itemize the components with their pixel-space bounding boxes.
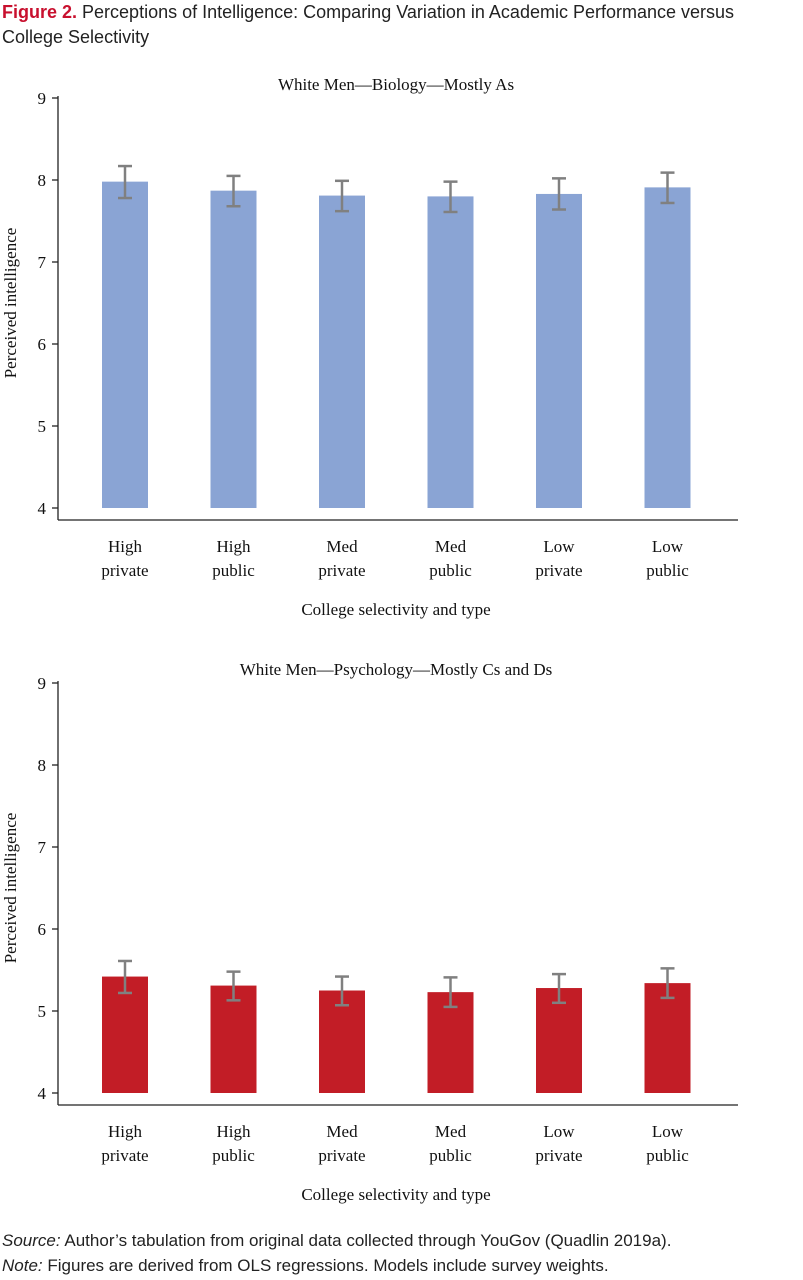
x-tick-label: High <box>217 537 252 556</box>
bar <box>536 988 582 1093</box>
x-tick-label: private <box>101 561 148 580</box>
x-tick-label: High <box>108 537 143 556</box>
bar <box>210 190 257 508</box>
y-tick-label: 9 <box>38 89 47 108</box>
x-tick-label: public <box>212 561 255 580</box>
y-tick-label: 5 <box>38 417 47 436</box>
x-tick-label: Med <box>435 537 467 556</box>
x-tick-label: public <box>212 1146 255 1165</box>
figure-title: Figure 2. Perceptions of Intelligence: C… <box>2 0 792 50</box>
x-tick-label: public <box>646 1146 689 1165</box>
bar <box>210 985 257 1093</box>
x-tick-label: private <box>318 561 365 580</box>
y-tick-label: 4 <box>38 1084 47 1103</box>
y-tick-label: 8 <box>38 171 47 190</box>
x-tick-label: Med <box>435 1122 467 1141</box>
y-tick-label: 6 <box>38 920 47 939</box>
y-tick-label: 4 <box>38 499 47 518</box>
bar <box>102 976 148 1093</box>
y-tick-label: 9 <box>38 674 47 693</box>
y-tick-label: 5 <box>38 1002 47 1021</box>
x-tick-label: private <box>318 1146 365 1165</box>
y-axis-label: Perceived intelligence <box>1 228 20 379</box>
x-tick-label: Low <box>543 537 575 556</box>
y-tick-label: 6 <box>38 335 47 354</box>
bar <box>427 992 474 1093</box>
y-tick-label: 7 <box>38 253 47 272</box>
x-tick-label: Low <box>652 537 684 556</box>
y-axis-label: Perceived intelligence <box>1 813 20 964</box>
figure-label: Figure 2. <box>2 2 78 22</box>
x-tick-label: public <box>646 561 689 580</box>
x-axis-label: College selectivity and type <box>301 600 490 619</box>
x-tick-label: public <box>429 561 472 580</box>
note-text: Figures are derived from OLS regressions… <box>47 1256 609 1275</box>
bar <box>102 181 148 508</box>
y-tick-label: 8 <box>38 756 47 775</box>
bar <box>536 193 582 508</box>
figure-title-text: Perceptions of Intelligence: Comparing V… <box>2 2 735 47</box>
x-tick-label: Low <box>543 1122 575 1141</box>
bar <box>319 195 365 508</box>
y-tick-label: 7 <box>38 838 47 857</box>
bar <box>644 187 691 508</box>
bar <box>644 983 691 1093</box>
x-tick-label: private <box>535 1146 582 1165</box>
chart-title: White Men—Psychology—Mostly Cs and Ds <box>240 660 553 679</box>
x-tick-label: public <box>429 1146 472 1165</box>
x-tick-label: Low <box>652 1122 684 1141</box>
x-tick-label: Med <box>326 537 358 556</box>
biology-bar-chart: White Men—Biology—Mostly As 4 5 6 7 8 9 Perceiv… <box>1 75 738 619</box>
note-line: Note: Figures are derived from OLS regre… <box>2 1253 802 1278</box>
x-tick-label: High <box>108 1122 143 1141</box>
chart-title: White Men—Biology—Mostly As <box>278 75 514 94</box>
note-label: Note: <box>2 1256 43 1275</box>
x-tick-label: private <box>101 1146 148 1165</box>
source-label: Source: <box>2 1231 61 1250</box>
figure-notes: Source: Author’s tabulation from origina… <box>2 1228 802 1278</box>
bar <box>319 990 365 1093</box>
bar <box>427 196 474 508</box>
source-line: Source: Author’s tabulation from origina… <box>2 1228 802 1253</box>
source-text: Author’s tabulation from original data c… <box>64 1231 672 1250</box>
x-tick-label: Med <box>326 1122 358 1141</box>
psychology-bar-chart: White Men—Psychology—Mostly Cs and Ds 4 5 6… <box>1 660 738 1204</box>
x-axis-label: College selectivity and type <box>301 1185 490 1204</box>
x-tick-label: High <box>217 1122 252 1141</box>
x-tick-label: private <box>535 561 582 580</box>
